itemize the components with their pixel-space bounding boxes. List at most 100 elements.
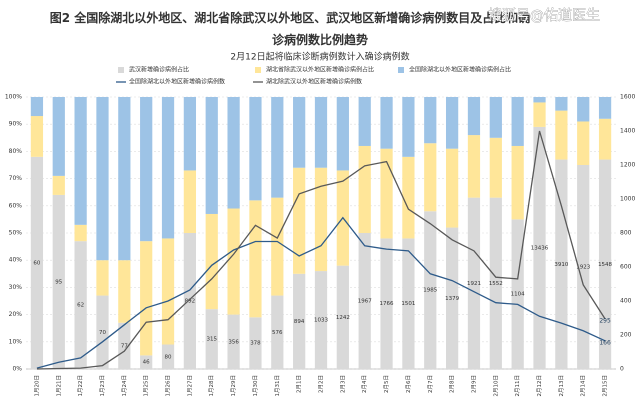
- bar-segment: [140, 97, 153, 242]
- bar-label: 894: [294, 319, 305, 325]
- bar-segment: [227, 208, 240, 315]
- bar-segment: [598, 97, 612, 119]
- bar-segment: [577, 121, 590, 165]
- bar-segment: [52, 175, 65, 195]
- bar-segment: [577, 165, 590, 369]
- y-tick-label: 60%: [9, 202, 23, 209]
- y2-tick-label: 0: [620, 366, 624, 373]
- legend-swatch: [118, 67, 124, 73]
- bar-segment: [140, 241, 153, 356]
- x-tick-label: 2月14日: [580, 375, 587, 397]
- bar-label: 1552: [489, 281, 503, 287]
- bar-segment: [511, 97, 524, 146]
- bar-label: 1766: [380, 301, 394, 307]
- line-end-label: 295: [599, 317, 611, 324]
- y-tick-label: 70%: [9, 175, 23, 182]
- bar-segment: [424, 143, 437, 212]
- y-tick-label: 0%: [12, 366, 22, 373]
- bar-segment: [336, 97, 349, 171]
- bar-segment: [358, 97, 371, 146]
- bar-label: 60: [33, 260, 40, 266]
- bar-segment: [249, 97, 262, 201]
- bar-segment: [74, 241, 87, 369]
- bar-segment: [555, 110, 568, 160]
- bar-segment: [467, 97, 481, 136]
- line-series: [36, 216, 606, 369]
- bar-label: 1104: [511, 292, 525, 298]
- bar-segment: [118, 260, 131, 323]
- y-tick-label: 30%: [9, 284, 23, 291]
- bar-label: 70: [99, 330, 106, 336]
- legend-label: 全国除湖北以外地区新增确诊病例占比: [409, 66, 511, 74]
- bar-segment: [445, 97, 459, 149]
- x-tick-label: 1月26日: [165, 375, 172, 397]
- x-tick-label: 1月28日: [208, 375, 215, 397]
- bar-label: 1985: [423, 288, 437, 294]
- bar-segment: [96, 295, 109, 369]
- x-tick-label: 2月15日: [602, 375, 609, 397]
- bar-segment: [358, 145, 371, 233]
- legend-label: 武汉新增确诊病例占比: [129, 66, 189, 74]
- bar-segment: [380, 97, 393, 149]
- y2-tick-label: 1200: [620, 162, 635, 169]
- bar-segment: [118, 97, 131, 261]
- bar-segment: [30, 116, 44, 157]
- y2-tick-label: 1600: [620, 94, 635, 101]
- bar-segment: [598, 118, 612, 160]
- bar-segment: [271, 295, 284, 369]
- legend-label: 湖北省除武汉以外地区新增确诊病例占比: [266, 66, 374, 74]
- bar-segment: [314, 167, 328, 272]
- bar-label: 13436: [531, 245, 549, 251]
- bar-segment: [402, 156, 415, 239]
- x-tick-label: 1月22日: [77, 375, 84, 397]
- x-tick-label: 2月4日: [361, 375, 368, 393]
- chart-subtitle: 2月12日起将临床诊断病例数计入确诊病例数: [230, 51, 409, 63]
- bar-segment: [52, 97, 65, 176]
- bar-segment: [161, 97, 175, 239]
- bar-segment: [52, 194, 65, 369]
- legend-swatch: [398, 67, 404, 73]
- bar-segment: [577, 97, 590, 122]
- bar-segment: [489, 197, 502, 369]
- bar-segment: [489, 97, 502, 138]
- y-tick-label: 50%: [9, 230, 23, 237]
- x-tick-label: 2月9日: [470, 375, 477, 393]
- x-tick-label: 2月11日: [514, 375, 521, 397]
- watermark: 搜狐号@佑道医生: [488, 8, 600, 24]
- bar-segment: [424, 97, 437, 144]
- bar-segment: [314, 271, 328, 369]
- bar-segment: [183, 170, 197, 233]
- bar-segment: [336, 265, 349, 369]
- bar-label: 1548: [598, 262, 612, 268]
- bar-segment: [271, 197, 284, 296]
- x-tick-label: 1月29日: [230, 375, 237, 397]
- x-tick-label: 1月25日: [143, 375, 150, 397]
- bar-segment: [96, 260, 109, 296]
- bar-segment: [249, 317, 262, 369]
- bar-segment: [249, 200, 262, 318]
- bar-label: 315: [206, 337, 217, 343]
- x-tick-label: 1月23日: [99, 375, 106, 397]
- bar-segment: [380, 238, 393, 369]
- bar-segment: [533, 97, 546, 103]
- bar-segment: [74, 224, 87, 242]
- y2-tick-label: 800: [620, 230, 632, 237]
- bar-segment: [555, 97, 568, 111]
- x-tick-label: 2月13日: [558, 375, 565, 397]
- y2-tick-label: 400: [620, 298, 632, 305]
- legend-label: 湖北除武汉以外地区新增确诊病例数: [266, 78, 362, 86]
- bar-segment: [227, 314, 240, 369]
- bar-segment: [445, 227, 459, 369]
- bar-segment: [183, 233, 197, 369]
- x-tick-label: 2月7日: [427, 375, 434, 393]
- x-tick-label: 2月6日: [405, 375, 412, 393]
- bar-label: 95: [55, 279, 62, 285]
- bar-segment: [205, 213, 218, 310]
- bar-label: 892: [185, 299, 196, 305]
- bar-label: 62: [77, 303, 84, 309]
- bar-label: 1921: [467, 281, 481, 287]
- bar-segment: [96, 97, 109, 261]
- bar-segment: [161, 238, 175, 345]
- bar-segment: [293, 97, 306, 168]
